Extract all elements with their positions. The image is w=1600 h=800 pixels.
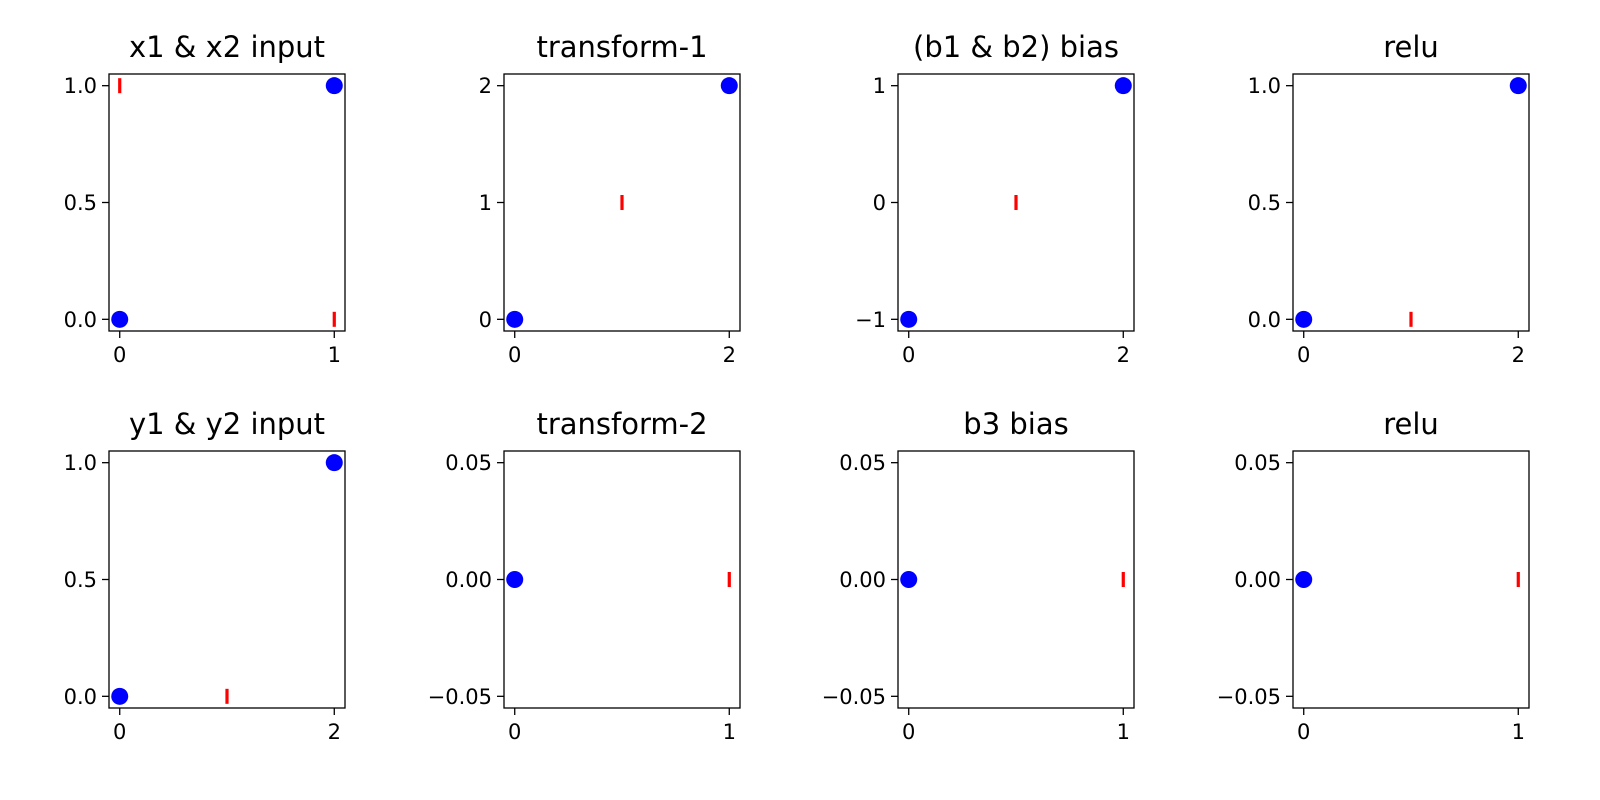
x-tick-label: 0 <box>1297 720 1310 744</box>
x-tick-label: 0 <box>902 343 915 367</box>
subplot-2: transform-1 0 2 0 1 2 <box>479 30 741 367</box>
y-tick-label: 0.00 <box>445 568 492 592</box>
subplot-title: transform-2 <box>536 407 707 441</box>
axes-frame <box>503 73 741 332</box>
x-tick-label: 2 <box>1512 343 1525 367</box>
y-tick-label: 0.5 <box>64 191 97 215</box>
subplot-title: relu <box>1383 30 1439 64</box>
subplot-3: (b1 & b2) bias 0 2 −1 0 1 <box>855 30 1135 367</box>
blue-point <box>720 77 738 95</box>
axes-frame <box>897 73 1135 332</box>
x-tick-label: 0 <box>113 720 126 744</box>
x-tick-label: 1 <box>328 343 341 367</box>
subplot-title: transform-1 <box>536 30 707 64</box>
y-tick-label: −0.05 <box>822 685 886 709</box>
y-tick-label: 0.0 <box>64 685 97 709</box>
blue-point <box>1509 77 1527 95</box>
blue-point <box>900 310 918 328</box>
y-tick-label: 1 <box>479 191 492 215</box>
y-tick-label: 0.0 <box>1248 308 1281 332</box>
blue-point <box>1295 310 1313 328</box>
axes-frame <box>897 450 1135 709</box>
subplot-title: x1 & x2 input <box>129 30 325 64</box>
subplot-7: b3 bias 0 1 −0.05 0.00 0.05 <box>822 407 1135 744</box>
y-tick-label: 0.05 <box>1234 451 1281 475</box>
x-tick-label: 0 <box>508 343 521 367</box>
x-tick-label: 0 <box>113 343 126 367</box>
subplot-4: relu 0 2 0.0 0.5 1.0 <box>1248 30 1530 367</box>
blue-point <box>1114 77 1132 95</box>
x-tick-label: 0 <box>508 720 521 744</box>
blue-point <box>506 571 524 588</box>
subplot-title: (b1 & b2) bias <box>913 30 1119 64</box>
y-tick-label: 0 <box>873 191 886 215</box>
y-tick-label: 1.0 <box>64 451 97 475</box>
y-tick-label: 0.05 <box>839 451 886 475</box>
y-tick-label: 0.5 <box>64 568 97 592</box>
y-tick-label: 1 <box>873 74 886 98</box>
y-tick-label: 0.00 <box>839 568 886 592</box>
x-tick-label: 2 <box>723 343 736 367</box>
blue-point <box>325 77 343 95</box>
x-tick-label: 1 <box>723 720 736 744</box>
y-tick-label: −0.05 <box>1217 685 1281 709</box>
x-tick-label: 0 <box>1297 343 1310 367</box>
subplot-title: b3 bias <box>963 407 1068 441</box>
y-tick-label: −0.05 <box>428 685 492 709</box>
axes-frame <box>108 450 346 709</box>
subplot-5: y1 & y2 input 0 2 0.0 0.5 1.0 <box>64 407 346 744</box>
y-tick-label: 0.5 <box>1248 191 1281 215</box>
blue-point <box>506 310 524 328</box>
y-tick-label: 0.00 <box>1234 568 1281 592</box>
x-tick-label: 0 <box>902 720 915 744</box>
subplot-1: x1 & x2 input 0 1 0.0 0.5 1.0 <box>64 30 346 367</box>
blue-point <box>900 571 918 588</box>
y-tick-label: 0.05 <box>445 451 492 475</box>
subplot-8: relu 0 1 −0.05 0.00 0.05 <box>1217 407 1530 744</box>
x-tick-label: 1 <box>1512 720 1525 744</box>
axes-frame <box>1292 450 1530 709</box>
y-tick-label: 1.0 <box>1248 74 1281 98</box>
x-tick-label: 2 <box>328 720 341 744</box>
axes-frame <box>503 450 741 709</box>
blue-point <box>325 454 343 472</box>
blue-point <box>111 687 129 705</box>
subplot-title: relu <box>1383 407 1439 441</box>
blue-point <box>111 310 129 328</box>
subplot-grid: x1 & x2 input 0 1 0.0 0.5 1.0 transform-1 0 2 0 1 2… <box>64 30 1530 744</box>
x-tick-label: 1 <box>1117 720 1130 744</box>
y-tick-label: 2 <box>479 74 492 98</box>
y-tick-label: −1 <box>855 308 886 332</box>
blue-point <box>1295 571 1313 588</box>
subplot-title: y1 & y2 input <box>129 407 325 441</box>
axes-frame <box>1292 73 1530 332</box>
x-tick-label: 2 <box>1117 343 1130 367</box>
axes-frame <box>108 73 346 332</box>
y-tick-label: 0.0 <box>64 308 97 332</box>
subplot-6: transform-2 0 1 −0.05 0.00 0.05 <box>428 407 741 744</box>
y-tick-label: 0 <box>479 308 492 332</box>
y-tick-label: 1.0 <box>64 74 97 98</box>
